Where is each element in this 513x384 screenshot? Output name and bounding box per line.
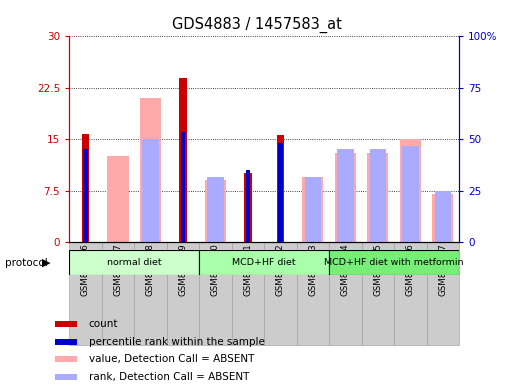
- Text: percentile rank within the sample: percentile rank within the sample: [89, 337, 265, 347]
- Bar: [142, 139, 159, 242]
- Bar: [232, 242, 264, 345]
- Bar: [55, 321, 77, 327]
- Bar: [199, 250, 329, 275]
- Bar: [297, 242, 329, 345]
- Bar: [427, 242, 459, 345]
- Bar: [181, 132, 185, 242]
- Bar: [400, 139, 421, 242]
- Bar: [199, 242, 232, 345]
- Bar: [305, 177, 321, 242]
- Text: protocol: protocol: [5, 258, 48, 268]
- Text: MCD+HF diet: MCD+HF diet: [232, 258, 296, 266]
- Bar: [246, 170, 250, 242]
- Bar: [134, 242, 167, 345]
- Bar: [205, 180, 226, 242]
- Bar: [244, 174, 251, 242]
- Text: ▶: ▶: [42, 258, 51, 268]
- Bar: [402, 146, 419, 242]
- Bar: [82, 134, 89, 242]
- Bar: [69, 242, 102, 345]
- Bar: [55, 356, 77, 362]
- Bar: [432, 194, 453, 242]
- Bar: [362, 242, 394, 345]
- Bar: [140, 98, 161, 242]
- Bar: [207, 177, 224, 242]
- Bar: [329, 242, 362, 345]
- Bar: [83, 149, 88, 242]
- Bar: [167, 242, 199, 345]
- Text: MCD+HF diet with metformin: MCD+HF diet with metformin: [324, 258, 464, 266]
- Bar: [277, 135, 284, 242]
- Bar: [55, 339, 77, 345]
- Bar: [180, 78, 187, 242]
- Bar: [435, 190, 451, 242]
- Bar: [107, 156, 129, 242]
- Text: GDS4883 / 1457583_at: GDS4883 / 1457583_at: [171, 17, 342, 33]
- Bar: [329, 250, 459, 275]
- Text: normal diet: normal diet: [107, 258, 162, 266]
- Bar: [335, 153, 356, 242]
- Bar: [55, 374, 77, 380]
- Bar: [278, 142, 283, 242]
- Bar: [264, 242, 297, 345]
- Bar: [102, 242, 134, 345]
- Bar: [367, 153, 388, 242]
- Bar: [394, 242, 427, 345]
- Bar: [337, 149, 353, 242]
- Text: count: count: [89, 319, 118, 329]
- Bar: [302, 177, 324, 242]
- Text: rank, Detection Call = ABSENT: rank, Detection Call = ABSENT: [89, 372, 249, 382]
- Text: value, Detection Call = ABSENT: value, Detection Call = ABSENT: [89, 354, 254, 364]
- Bar: [69, 250, 199, 275]
- Bar: [370, 149, 386, 242]
